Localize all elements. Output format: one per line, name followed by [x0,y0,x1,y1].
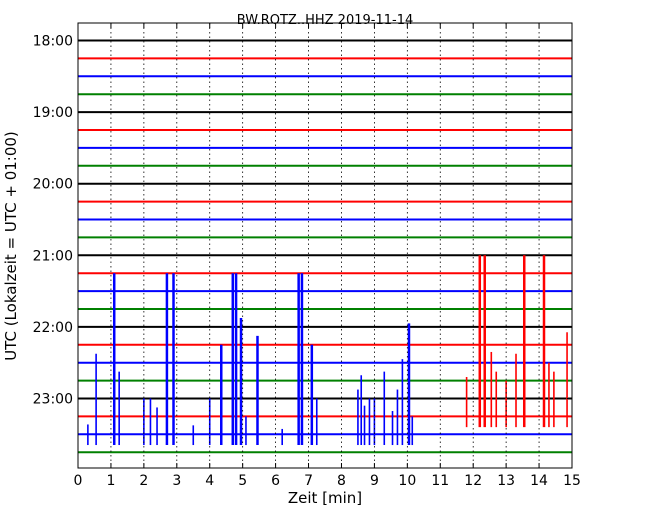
trace-lines [78,39,572,454]
event-spikes [87,255,568,446]
y-tick-label: 19:00 [33,105,73,121]
x-tick-label: 7 [304,473,313,489]
y-tick-label: 21:00 [33,248,73,264]
x-tick-label: 2 [139,473,148,489]
x-tick-label: 13 [497,473,515,489]
y-tick-label: 18:00 [33,34,73,50]
y-tick-label: 20:00 [33,177,73,193]
y-axis-label: UTC (Lokalzeit = UTC + 01:00) [2,131,20,361]
x-tick-label: 0 [74,473,83,489]
x-tick-label: 5 [238,473,247,489]
x-tick-label: 12 [464,473,482,489]
x-tick-label: 14 [530,473,548,489]
plot-frame [77,22,573,469]
x-tick-label: 4 [205,473,214,489]
x-tick-label: 1 [106,473,115,489]
x-tick-label: 9 [370,473,379,489]
vertical-gridlines [110,23,540,468]
y-tick-label: 23:00 [33,392,73,408]
x-tick-label: 10 [398,473,416,489]
chart-title: BW.ROTZ..HHZ 2019-11-14 [237,13,413,28]
x-tick-label: 11 [431,473,449,489]
x-tick-label: 15 [563,473,581,489]
x-tick-label: 3 [172,473,181,489]
x-axis-ticks: 0 1 2 3 4 5 6 7 8 9 10 11 12 13 14 15 [74,23,581,489]
x-axis-label: Zeit [min] [288,489,362,507]
x-tick-label: 6 [271,473,280,489]
y-tick-label: 22:00 [33,320,73,336]
x-tick-label: 8 [337,473,346,489]
y-axis-ticks: 18:00 19:00 20:00 21:00 22:00 23:00 [33,34,572,408]
